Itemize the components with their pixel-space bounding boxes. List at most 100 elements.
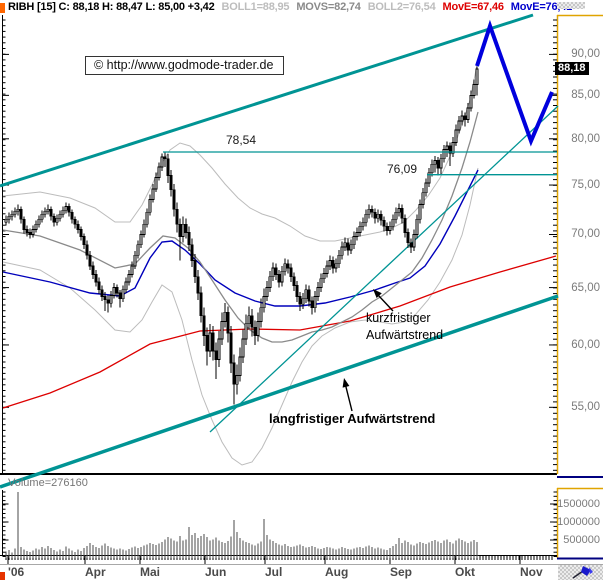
time-axis-label: Mai (140, 565, 161, 579)
candle-body (385, 225, 389, 231)
candle-body (121, 289, 125, 300)
candle-body (400, 207, 404, 219)
ma-blue (2, 169, 479, 307)
candle-body (424, 182, 428, 194)
candle-body (466, 107, 470, 120)
candle-body (445, 145, 449, 151)
candle-body (88, 254, 92, 267)
candle-body (100, 289, 104, 297)
candle-body (442, 149, 446, 160)
axes (0, 14, 603, 565)
candle-body (40, 213, 44, 220)
candle-body (367, 208, 371, 215)
candle-body (169, 175, 173, 191)
candle-body (28, 232, 32, 235)
candle-body (235, 375, 239, 385)
candle-body (19, 208, 23, 220)
price-axis-label: 80,00 (571, 132, 600, 145)
candle-body (460, 115, 464, 122)
candlestick-series (4, 66, 479, 405)
candle-body (193, 260, 197, 278)
candle-body (448, 145, 452, 154)
candle-body (79, 228, 83, 237)
candle-body (415, 218, 419, 235)
volume-axis-label: 500000 (563, 534, 600, 546)
candle-body (196, 276, 200, 294)
arrow-short-trend-line (377, 294, 394, 312)
candle-body (76, 223, 80, 230)
candle-body (295, 284, 299, 297)
volume-series (5, 492, 478, 558)
quote-header: RIBH [15] C: 88,18 H: 88,47 L: 85,00 +3,… (8, 1, 579, 13)
quote-ohlc-text: RIBH [15] C: 88,18 H: 88,47 L: 85,00 +3,… (8, 1, 215, 13)
candle-body (376, 213, 380, 219)
indicator-move1-value: MovE=67,46 (442, 1, 504, 13)
candle-body (73, 218, 77, 225)
candle-body (397, 207, 401, 213)
candle-body (355, 232, 359, 237)
pin-tool-icon[interactable] (570, 565, 596, 580)
volume-readout: Volume=276160 (8, 477, 88, 489)
candle-body (280, 270, 284, 283)
candle-body (133, 254, 137, 267)
indicator-move2-value: MovE=76,41 (510, 1, 573, 13)
candle-body (82, 236, 86, 246)
candle-body (283, 263, 287, 272)
candle-body (310, 300, 314, 309)
candle-body (241, 338, 245, 358)
candle-body (430, 163, 434, 174)
candle-body (223, 311, 227, 322)
candle-body (388, 225, 392, 231)
candle-body (31, 228, 35, 235)
candle-body (427, 172, 431, 184)
candle-body (217, 338, 221, 360)
candle-body (250, 315, 254, 328)
candle-body (334, 263, 338, 269)
candle-body (244, 323, 248, 340)
long-term-trend-annotation: langfristiger Aufwärtstrend (269, 411, 436, 426)
candle-body (91, 265, 95, 275)
candle-body (25, 228, 29, 233)
channel-upper (0, 13, 534, 188)
candle-body (358, 225, 362, 233)
candle-body (229, 332, 233, 364)
indicator-boll2-value: BOLL2=76,54 (367, 1, 436, 13)
candle-body (469, 94, 473, 109)
candle-body (58, 213, 62, 219)
candle-body (259, 307, 263, 322)
volume-axis-label: 1500000 (557, 498, 600, 510)
candle-body (298, 296, 302, 305)
candle-body (106, 299, 110, 304)
candle-body (409, 242, 413, 248)
candle-body (85, 244, 89, 256)
candle-body (349, 244, 353, 251)
candle-body (256, 321, 260, 336)
candle-body (175, 208, 179, 225)
candle-body (304, 289, 308, 300)
candle-body (202, 315, 206, 336)
price-axis-label: 90,00 (571, 48, 600, 61)
candle-body (127, 274, 131, 283)
drawing-overlays (475, 19, 554, 147)
candle-body (475, 68, 479, 85)
channel-lower (0, 294, 559, 489)
candle-body (52, 215, 56, 223)
candle-body (370, 208, 374, 213)
candle-body (154, 177, 158, 190)
candle-body (226, 311, 230, 334)
window-edge-marker-top (0, 3, 5, 13)
candle-body (181, 223, 185, 237)
candle-body (337, 254, 341, 265)
price-axis-label: 85,00 (571, 89, 600, 102)
candle-body (343, 242, 347, 248)
candle-body (382, 219, 386, 227)
time-axis-label: Jun (205, 565, 227, 579)
arrow-long-trend-head (342, 378, 350, 388)
candle-body (391, 218, 395, 227)
bollinger-lower (2, 167, 479, 466)
candle-body (94, 274, 98, 283)
arrow-long-trend-line (344, 384, 353, 412)
candle-body (43, 210, 47, 215)
